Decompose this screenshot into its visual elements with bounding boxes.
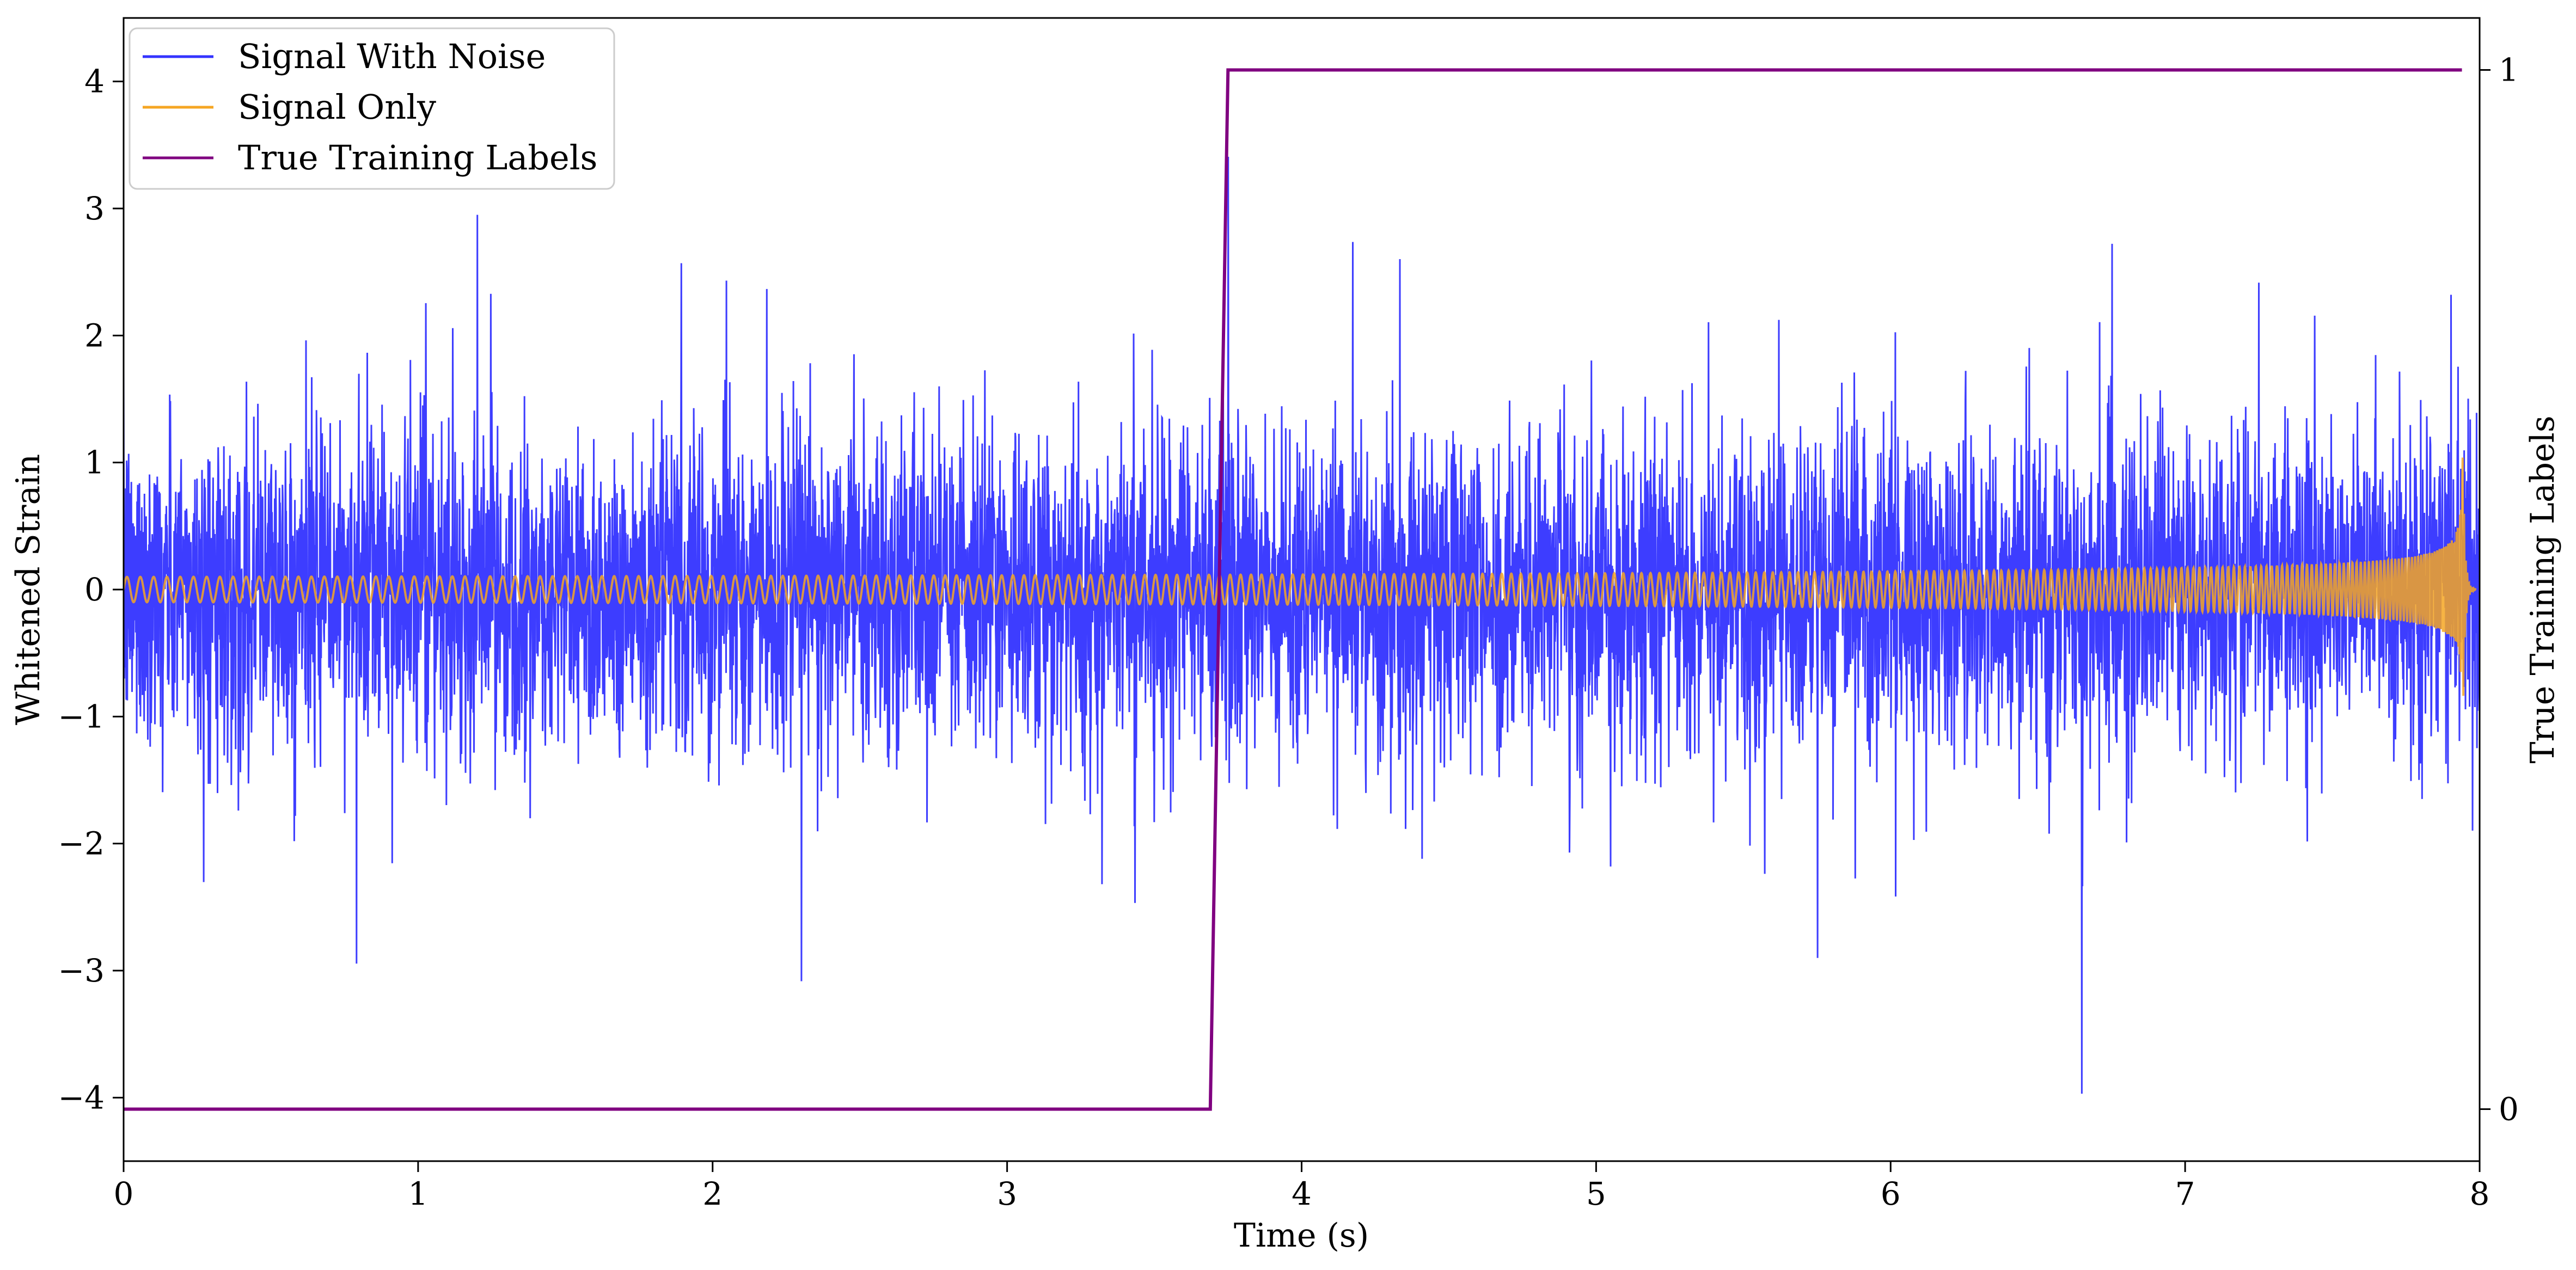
y-tick-label: −2 bbox=[58, 825, 105, 862]
x-axis-title: Time (s) bbox=[1234, 1217, 1369, 1255]
signal-with-noise-line bbox=[124, 156, 2480, 1094]
x-tick-label: 7 bbox=[2175, 1175, 2195, 1212]
y-tick-label: 0 bbox=[84, 571, 105, 608]
y-axis-title: Whitened Strain bbox=[9, 454, 47, 725]
signal-only-line bbox=[124, 457, 2477, 696]
x-tick-label: 0 bbox=[114, 1175, 134, 1212]
x-axis: 0 1 2 3 4 5 6 7 8 bbox=[114, 1161, 2490, 1212]
y-tick-label: −4 bbox=[58, 1079, 105, 1116]
x-tick-label: 1 bbox=[408, 1175, 428, 1212]
y-tick-label: −1 bbox=[58, 698, 105, 735]
true-training-labels-series bbox=[124, 68, 2462, 1111]
y-tick-label: 2 bbox=[84, 317, 105, 354]
y-tick-label: 3 bbox=[84, 190, 105, 227]
legend-label-true-training-labels: True Training Labels bbox=[238, 138, 597, 177]
y-tick-label: 4 bbox=[84, 63, 105, 100]
y-right-tick-label: 0 bbox=[2499, 1091, 2519, 1128]
y-axis-right: 01 bbox=[2480, 51, 2519, 1128]
y-right-tick-label: 1 bbox=[2499, 51, 2519, 88]
legend: Signal With Noise Signal Only True Train… bbox=[129, 27, 615, 190]
x-tick-label: 6 bbox=[1881, 1175, 1901, 1212]
x-tick-label: 3 bbox=[997, 1175, 1017, 1212]
legend-label-signal-only: Signal Only bbox=[238, 87, 436, 127]
y-tick-label: 1 bbox=[84, 444, 105, 481]
y-axis-left: −4 −3 −2 −1 0 1 2 3 4 bbox=[58, 63, 124, 1116]
y-tick-label: −3 bbox=[58, 952, 105, 989]
x-tick-label: 2 bbox=[702, 1175, 723, 1212]
legend-box bbox=[129, 27, 615, 190]
signal-only-series bbox=[124, 457, 2477, 696]
x-tick-label: 5 bbox=[1586, 1175, 1606, 1212]
legend-label-signal-with-noise: Signal With Noise bbox=[238, 36, 546, 76]
x-tick-label: 8 bbox=[2470, 1175, 2490, 1212]
x-tick-label: 4 bbox=[1292, 1175, 1312, 1212]
y-axis-right-title: True Training Labels bbox=[2524, 415, 2562, 763]
signal-with-noise-series bbox=[124, 156, 2480, 1094]
true-training-labels-line bbox=[124, 68, 2462, 1111]
